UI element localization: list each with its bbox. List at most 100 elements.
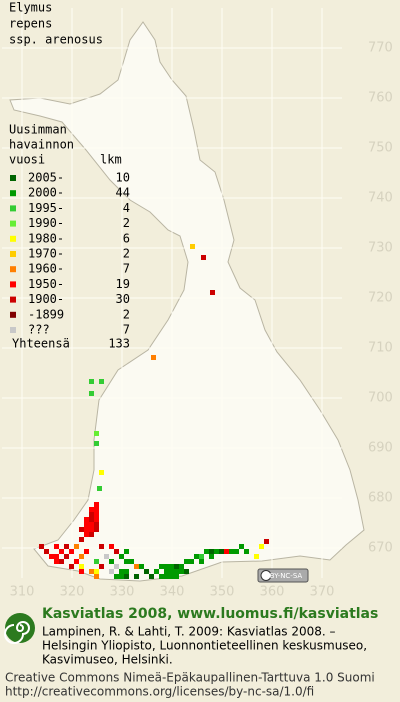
- occurrence: [99, 379, 104, 384]
- occurrence: [94, 559, 99, 564]
- occurrence: [94, 441, 99, 446]
- occurrence: [59, 559, 64, 564]
- occurrence: [154, 569, 159, 574]
- occurrence: [169, 569, 174, 574]
- legend-label: 1980-: [28, 231, 64, 245]
- occurrence: [164, 564, 169, 569]
- occurrence: [124, 549, 129, 554]
- x-tick-label: 370: [310, 585, 335, 600]
- legend-swatch: [10, 235, 16, 242]
- y-tick-label: 760: [368, 91, 393, 106]
- occurrence: [84, 549, 89, 554]
- occurrence: [64, 544, 69, 549]
- y-tick-label: 720: [368, 291, 393, 306]
- occurrence: [189, 559, 194, 564]
- occurrence: [129, 559, 134, 564]
- occurrence: [210, 290, 215, 295]
- occurrence: [139, 564, 144, 569]
- y-tick-label: 770: [368, 41, 393, 56]
- legend-count: 19: [116, 277, 130, 291]
- legend-count: 2: [123, 307, 130, 321]
- occurrence: [199, 559, 204, 564]
- occurrence: [89, 507, 94, 512]
- occurrence: [79, 569, 84, 574]
- occurrence: [54, 554, 59, 559]
- legend-label: 1900-: [28, 292, 64, 306]
- occurrence: [114, 574, 119, 579]
- occurrence: [64, 554, 69, 559]
- legend-label: 1995-: [28, 201, 64, 215]
- legend-count: 30: [116, 292, 130, 306]
- occurrence: [104, 554, 109, 559]
- occurrence: [94, 522, 99, 527]
- footer-heading: Kasviatlas 2008, www.luomus.fi/kasviatla…: [42, 606, 378, 622]
- occurrence: [119, 554, 124, 559]
- occurrence: [94, 431, 99, 436]
- occurrence: [94, 574, 99, 579]
- occurrence: [89, 379, 94, 384]
- occurrence: [94, 517, 99, 522]
- license-text: http://creativecommons.org/licenses/by-n…: [5, 685, 314, 699]
- logo-circle: [5, 613, 35, 643]
- legend-count-header: lkm: [100, 153, 122, 167]
- occurrence: [194, 554, 199, 559]
- citation: Kasvimuseo, Helsinki.: [42, 653, 173, 667]
- occurrence: [159, 564, 164, 569]
- occurrence: [174, 569, 179, 574]
- legend-label: 1970-: [28, 247, 64, 261]
- occurrence: [69, 549, 74, 554]
- occurrence: [84, 527, 89, 532]
- occurrence: [134, 564, 139, 569]
- legend-label: ???: [28, 323, 50, 337]
- legend-count: 7: [123, 323, 130, 337]
- x-tick-label: 330: [110, 585, 135, 600]
- x-tick-label: 310: [10, 585, 35, 600]
- occurrence: [169, 574, 174, 579]
- y-tick-label: 680: [368, 491, 393, 506]
- occurrence: [79, 527, 84, 532]
- legend-count: 2: [123, 216, 130, 230]
- occurrence: [224, 549, 229, 554]
- title: ssp. arenosus: [9, 33, 103, 47]
- occurrence: [94, 512, 99, 517]
- legend-count: 44: [116, 186, 130, 200]
- license-badge: BY-NC-SA: [257, 568, 309, 583]
- logo-spiral: [4, 621, 30, 644]
- occurrence: [184, 559, 189, 564]
- legend-label: 1990-: [28, 216, 64, 230]
- occurrence: [149, 574, 154, 579]
- occurrence: [79, 564, 84, 569]
- occurrence: [164, 569, 169, 574]
- legend-swatch: [10, 190, 16, 197]
- occurrence: [94, 569, 99, 574]
- occurrence: [99, 470, 104, 475]
- legend-header: vuosi: [9, 153, 45, 167]
- y-tick-label: 670: [368, 541, 393, 556]
- occurrence: [84, 522, 89, 527]
- legend-count: 7: [123, 262, 130, 276]
- occurrence: [44, 549, 49, 554]
- occurrence: [214, 549, 219, 554]
- occurrence: [109, 569, 114, 574]
- occurrence: [59, 549, 64, 554]
- legend-count: 10: [116, 171, 130, 185]
- x-tick-label: 360: [260, 585, 285, 600]
- legend-swatch: [10, 220, 16, 227]
- logo: [4, 613, 35, 644]
- occurrence: [164, 574, 169, 579]
- y-tick-label: 700: [368, 391, 393, 406]
- legend-header: havainnon: [9, 138, 74, 152]
- title: repens: [9, 17, 52, 31]
- occurrence: [201, 255, 206, 260]
- occurrence: [99, 544, 104, 549]
- occurrence: [94, 507, 99, 512]
- occurrence: [259, 544, 264, 549]
- occurrence: [239, 544, 244, 549]
- occurrence: [114, 564, 119, 569]
- occurrence: [264, 539, 269, 544]
- occurrence: [79, 554, 84, 559]
- y-tick-label: 730: [368, 241, 393, 256]
- legend-swatch: [10, 205, 16, 212]
- occurrence: [174, 574, 179, 579]
